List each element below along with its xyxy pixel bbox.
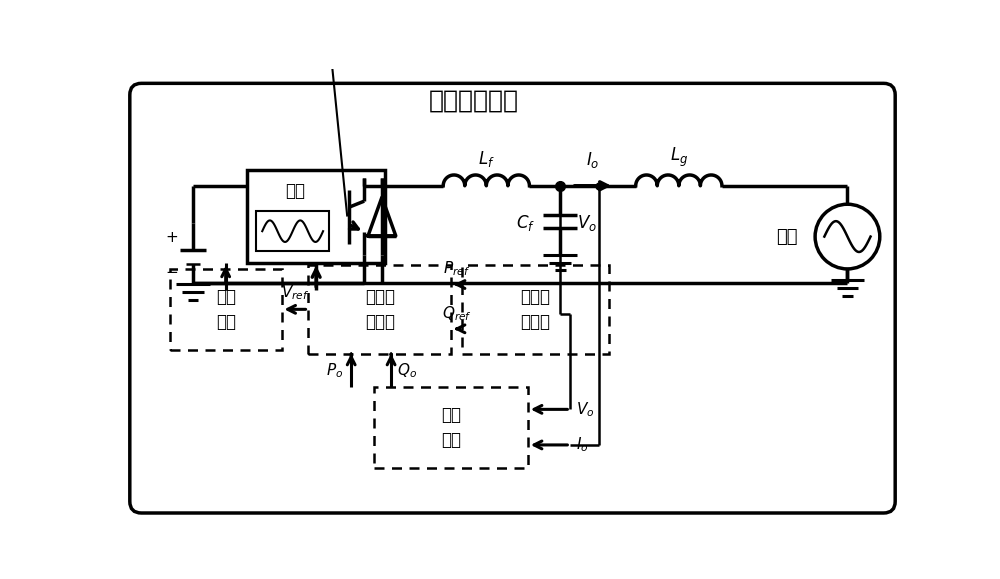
Bar bbox=[170, 269, 282, 350]
Text: 电压源逆变器: 电压源逆变器 bbox=[429, 89, 519, 113]
Bar bbox=[308, 265, 451, 354]
Text: $V_o$: $V_o$ bbox=[576, 400, 595, 419]
Text: 基准功
率计算: 基准功 率计算 bbox=[521, 288, 551, 331]
Text: $I_o$: $I_o$ bbox=[586, 151, 599, 170]
Bar bbox=[247, 170, 385, 263]
Text: 电网: 电网 bbox=[776, 228, 797, 245]
Text: $P_o$: $P_o$ bbox=[326, 361, 343, 379]
Text: +: + bbox=[165, 230, 178, 245]
Text: 改进下
垂控制: 改进下 垂控制 bbox=[365, 288, 395, 331]
Text: $V_{ref}$: $V_{ref}$ bbox=[281, 283, 309, 302]
Text: $C_f$: $C_f$ bbox=[516, 212, 536, 233]
Text: 电压
控制: 电压 控制 bbox=[216, 288, 236, 331]
Text: 驱动: 驱动 bbox=[285, 182, 305, 200]
Text: $L_g$: $L_g$ bbox=[670, 145, 688, 169]
Text: 功率
计算: 功率 计算 bbox=[441, 406, 461, 449]
Text: $I_o$: $I_o$ bbox=[576, 435, 589, 455]
Text: −: − bbox=[165, 265, 178, 280]
Text: $Q_{ref}$: $Q_{ref}$ bbox=[442, 304, 472, 323]
Bar bbox=[256, 211, 329, 251]
Text: $P_{ref}$: $P_{ref}$ bbox=[443, 259, 470, 278]
Bar bbox=[462, 265, 609, 354]
Bar bbox=[374, 387, 528, 468]
Text: $L_f$: $L_f$ bbox=[478, 149, 495, 169]
Text: $V_o$: $V_o$ bbox=[577, 212, 597, 233]
Text: $Q_o$: $Q_o$ bbox=[397, 361, 417, 379]
